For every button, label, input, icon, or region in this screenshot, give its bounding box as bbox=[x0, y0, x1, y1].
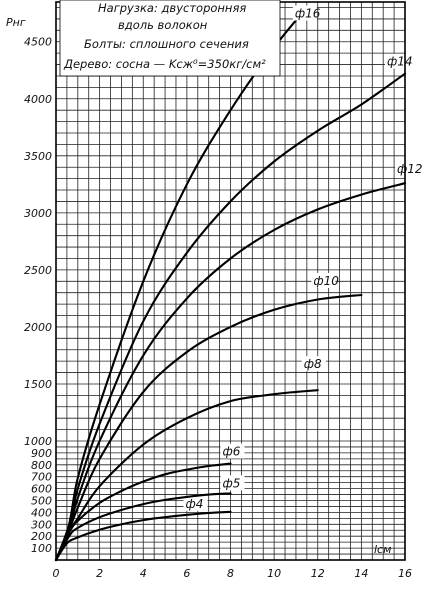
y-tick-label: 300 bbox=[31, 518, 52, 531]
annotation-box bbox=[59, 0, 281, 77]
y-tick-label: 4000 bbox=[24, 93, 52, 106]
y-axis-label: Рнг bbox=[6, 16, 26, 29]
y-tick-label: 400 bbox=[31, 506, 52, 519]
series-label: ф6 bbox=[223, 445, 241, 459]
y-tick-label: 1500 bbox=[24, 378, 52, 391]
series-label-bg bbox=[301, 356, 326, 372]
x-tick-label: 6 bbox=[183, 567, 190, 580]
series-line-ф16 bbox=[54, 6, 308, 562]
x-tick-label: 14 bbox=[354, 567, 368, 580]
series-line-ф14 bbox=[54, 72, 407, 562]
x-tick-label: 4 bbox=[140, 567, 147, 580]
tick-labels: 0 2 4 6 8 10 12 14 16 100200300400500600700800900… bbox=[24, 36, 412, 580]
x-tick-label: 10 bbox=[267, 567, 281, 580]
y-tick-label: 1000 bbox=[24, 435, 52, 448]
series-label-bg bbox=[395, 161, 419, 177]
annotation-line-1: Нагрузка: двусторонняя bbox=[98, 1, 246, 15]
x-tick-label: 16 bbox=[398, 567, 412, 580]
series-line-ф4 bbox=[54, 510, 232, 562]
curves: ф4 ф5 ф6 ф8 ф10 ф12 ф14 ф16 bbox=[54, 5, 423, 562]
annotation-line-4: Дерево: сосна — Kсж⁰=350кг/см² bbox=[63, 57, 266, 71]
series-label-bg bbox=[385, 53, 409, 69]
y-tick-label: 100 bbox=[31, 542, 52, 555]
y-tick-label: 3000 bbox=[24, 207, 52, 220]
y-tick-label: 200 bbox=[31, 530, 52, 543]
series-label-bg bbox=[183, 495, 208, 511]
x-tick-label: 2 bbox=[96, 567, 103, 580]
annotation-line-2: вдоль волокон bbox=[118, 18, 208, 32]
series-label-bg bbox=[311, 272, 336, 288]
y-tick-label: 500 bbox=[31, 495, 52, 508]
series-line-ф10 bbox=[54, 293, 363, 562]
y-tick-label: 800 bbox=[31, 459, 52, 472]
x-tick-label: 0 bbox=[53, 567, 60, 580]
y-tick-label: 600 bbox=[31, 483, 52, 496]
series-line-ф5 bbox=[54, 492, 232, 562]
series-line-ф8 bbox=[54, 389, 319, 562]
series-label: ф8 bbox=[304, 357, 322, 371]
x-tick-label: 8 bbox=[227, 567, 234, 580]
series-label: ф4 bbox=[186, 497, 204, 511]
series-label: ф16 bbox=[295, 7, 321, 21]
series-label: ф14 bbox=[387, 55, 413, 69]
y-tick-label: 3500 bbox=[24, 150, 52, 163]
y-tick-label: 2000 bbox=[24, 321, 52, 334]
x-axis-label: lсм bbox=[374, 543, 391, 556]
series-label: ф12 bbox=[397, 162, 423, 176]
y-tick-label: 700 bbox=[31, 471, 52, 484]
y-tick-label: 2500 bbox=[24, 264, 52, 277]
series-label: ф10 bbox=[313, 274, 339, 288]
series-line-ф12 bbox=[54, 182, 407, 562]
y-tick-label: 900 bbox=[31, 447, 52, 460]
series-label: ф5 bbox=[223, 476, 241, 490]
x-tick-label: 12 bbox=[311, 567, 325, 580]
series-label-bg bbox=[220, 475, 245, 491]
series-label-bg bbox=[220, 443, 245, 459]
y-tick-label: 4500 bbox=[24, 36, 52, 49]
series-label-bg bbox=[292, 5, 317, 21]
annotation-line-3: Болты: сплошного сечения bbox=[84, 37, 249, 51]
